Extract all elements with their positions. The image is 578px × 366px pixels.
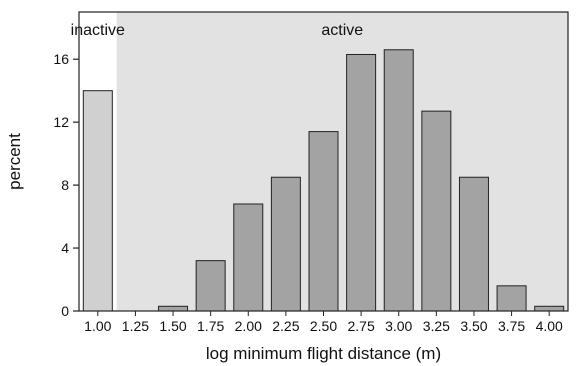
y-tick-label: 4 — [61, 240, 69, 256]
y-tick-label: 8 — [61, 177, 69, 193]
bar-1.00 — [82, 90, 113, 312]
region-label-inactive: inactive — [71, 22, 125, 39]
region-active — [116, 12, 568, 311]
bar-4.00 — [534, 305, 565, 312]
region-backgrounds — [79, 12, 568, 311]
y-ticks: 0 4 8 12 16 — [53, 51, 79, 319]
region-labels: inactive active — [71, 22, 364, 39]
x-axis-label: log minimum flight distance (m) — [206, 344, 441, 363]
bar-3.50 — [458, 176, 489, 312]
x-ticks: 1.00 1.25 1.50 1.75 2.00 2.25 2.50 2.75 3.00 3.25… — [84, 311, 563, 334]
x-tick-label: 3.50 — [460, 318, 487, 334]
bar-3.25 — [421, 110, 452, 312]
bar-2.50 — [308, 131, 339, 312]
bar-2.25 — [270, 176, 301, 312]
bar-3.00 — [383, 49, 414, 312]
x-tick-label: 1.75 — [197, 318, 224, 334]
y-tick-label: 0 — [61, 303, 69, 319]
y-axis-label: percent — [5, 133, 24, 190]
x-tick-label: 2.00 — [235, 318, 262, 334]
y-tick-label: 16 — [53, 51, 69, 67]
region-label-active: active — [321, 22, 363, 39]
x-tick-label: 1.50 — [159, 318, 186, 334]
bar-2.00 — [233, 203, 264, 312]
x-tick-label: 2.25 — [272, 318, 299, 334]
x-tick-label: 2.75 — [347, 318, 374, 334]
x-tick-label: 3.25 — [423, 318, 450, 334]
x-tick-label: 3.75 — [498, 318, 525, 334]
x-tick-label: 3.00 — [385, 318, 412, 334]
bar-3.75 — [496, 285, 527, 312]
bar-1.75 — [195, 260, 226, 312]
x-tick-label: 4.00 — [536, 318, 563, 334]
bar-1.50 — [158, 305, 189, 312]
x-tick-label: 2.50 — [310, 318, 337, 334]
x-tick-label: 1.00 — [84, 318, 111, 334]
y-tick-label: 12 — [53, 114, 69, 130]
bars-group — [82, 49, 565, 312]
bar-2.75 — [346, 53, 377, 312]
x-tick-label: 1.25 — [122, 318, 149, 334]
